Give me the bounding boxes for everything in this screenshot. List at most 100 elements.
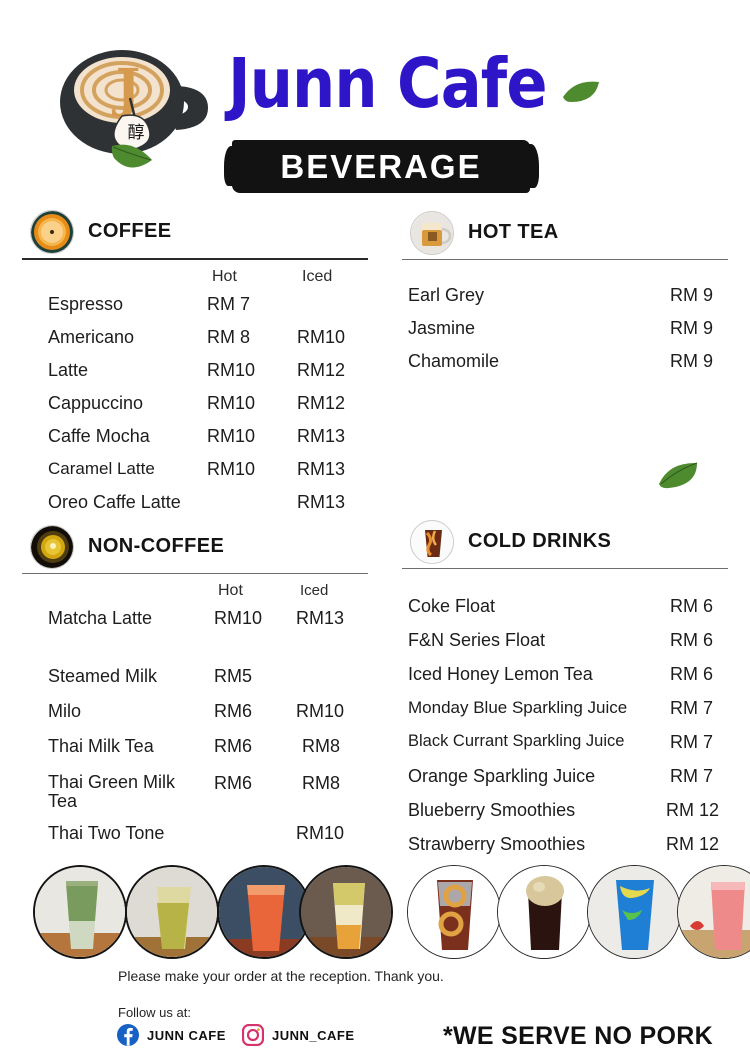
section-title: COFFEE — [88, 220, 172, 242]
strawberry-smoothie-photo — [677, 865, 750, 959]
monday-blue-soda-photo — [587, 865, 681, 959]
order-note: Please make your order at the reception.… — [118, 968, 444, 984]
table-row: Orange Sparkling Juice RM 7 — [402, 766, 728, 800]
item-name: Thai Two Tone — [48, 823, 165, 843]
section-title: COLD DRINKS — [468, 530, 612, 552]
column-header-hot: Hot — [212, 268, 237, 285]
table-row: Thai Green Milk Tea RM6 RM8 — [22, 773, 368, 823]
table-row: Jasmine RM 9 — [402, 318, 728, 351]
thai-milk-tea-photo — [217, 865, 311, 959]
section-header-hot-tea: HOT TEA — [402, 211, 728, 259]
facebook-link[interactable]: JUNN CAFE — [117, 1024, 226, 1046]
table-row: Thai Two Tone RM10 — [22, 823, 368, 858]
section-header-coffee: COFFEE — [22, 210, 368, 258]
leaf-decoration-icon — [659, 462, 698, 489]
item-price-iced: RM12 — [297, 360, 346, 380]
section-hot-tea: HOT TEA Earl Grey RM 9 Jasmine RM 9 Cham… — [402, 211, 728, 384]
iced-honey-lemon-tea-photo — [407, 865, 501, 959]
item-name: Americano — [48, 327, 135, 347]
item-price-hot: RM10 — [207, 426, 256, 446]
item-name: Thai Green Milk Tea — [48, 772, 176, 811]
table-row: Espresso RM 7 — [22, 294, 368, 327]
coffee-cup-logo: J 醇 — [60, 50, 208, 154]
instagram-icon[interactable] — [242, 1024, 264, 1046]
item-price-iced: RM12 — [297, 393, 346, 413]
item-name: Matcha Latte — [48, 608, 153, 628]
item-name: Cappuccino — [48, 393, 144, 413]
table-row: Earl Grey RM 9 — [402, 285, 728, 318]
item-price-hot: RM6 — [214, 701, 253, 721]
table-row: Steamed Milk RM5 — [22, 666, 368, 701]
table-row: Coke Float RM 6 — [402, 596, 728, 630]
table-row: Blueberry Smoothies RM 12 — [402, 800, 728, 834]
item-price: RM 9 — [670, 285, 714, 305]
section-cold-drinks: COLD DRINKS Coke Float RM 6 F&N Series F… — [402, 520, 728, 868]
item-price-hot: RM6 — [214, 773, 253, 793]
item-price-iced: RM13 — [297, 459, 346, 479]
item-price-hot: RM 7 — [207, 294, 251, 314]
table-row: Matcha Latte RM10 RM13 — [22, 608, 368, 666]
table-row: Latte RM10 RM12 — [22, 360, 368, 393]
item-name: Orange Sparkling Juice — [408, 766, 596, 786]
table-row: Chamomile RM 9 — [402, 351, 728, 384]
item-name: Earl Grey — [408, 285, 485, 305]
instagram-handle[interactable]: JUNN_CAFE — [272, 1027, 355, 1043]
table-row: Caramel Latte RM10 RM13 — [22, 459, 368, 492]
item-price-hot: RM 8 — [207, 327, 251, 347]
item-name: Chamomile — [408, 351, 500, 371]
section-coffee: COFFEE Hot Iced Espresso RM 7 Americano … — [22, 210, 368, 525]
section-title: NON-COFFEE — [88, 535, 225, 557]
item-price-iced: RM8 — [302, 773, 341, 793]
svg-text:醇: 醇 — [128, 123, 145, 143]
item-price: RM 6 — [670, 596, 714, 616]
facebook-handle[interactable]: JUNN CAFE — [147, 1027, 226, 1043]
item-price: RM 7 — [670, 698, 714, 718]
item-name: Milo — [48, 701, 82, 721]
no-pork-note: *WE SERVE NO PORK — [443, 1022, 713, 1050]
column-header-hot: Hot — [218, 582, 243, 599]
item-name: Monday Blue Sparkling Juice — [408, 698, 628, 717]
column-header-iced: Iced — [300, 582, 329, 599]
instagram-link[interactable]: JUNN_CAFE — [242, 1024, 355, 1046]
item-price: RM 12 — [666, 800, 720, 820]
item-price-iced: RM10 — [297, 327, 346, 347]
section-divider — [402, 568, 728, 569]
matcha-latte-photo — [33, 865, 127, 959]
thai-green-tea-photo — [125, 865, 219, 959]
table-row: Milo RM6 RM10 — [22, 701, 368, 736]
item-name: Jasmine — [408, 318, 476, 338]
leaf-decoration-icon — [563, 81, 599, 102]
item-price-iced: RM10 — [296, 823, 345, 843]
table-row: Thai Milk Tea RM6 RM8 — [22, 736, 368, 773]
item-name: Thai Milk Tea — [48, 736, 154, 756]
section-non-coffee: NON-COFFEE Hot Iced Matcha Latte RM10 RM… — [22, 525, 368, 858]
item-price-hot: RM10 — [214, 608, 263, 628]
coke-float-photo — [497, 865, 591, 959]
item-price: RM 7 — [670, 766, 714, 786]
column-headers: Hot Iced — [22, 582, 368, 608]
tea-glass-icon — [410, 211, 454, 255]
item-name: Black Currant Sparkling Juice — [408, 732, 625, 750]
section-divider — [22, 573, 368, 574]
table-row: Black Currant Sparkling Juice RM 7 — [402, 732, 728, 766]
facebook-icon[interactable] — [117, 1024, 139, 1046]
matcha-cup-icon — [30, 525, 74, 569]
follow-label: Follow us at: — [118, 1005, 191, 1020]
table-row: Americano RM 8 RM10 — [22, 327, 368, 360]
item-name: F&N Series Float — [408, 630, 546, 650]
item-price: RM 9 — [670, 351, 714, 371]
table-row: Cappuccino RM10 RM12 — [22, 393, 368, 426]
beverage-label: BEVERAGE — [280, 147, 482, 185]
item-price: RM 9 — [670, 318, 714, 338]
item-price-hot: RM10 — [207, 459, 256, 479]
table-row: Monday Blue Sparkling Juice RM 7 — [402, 698, 728, 732]
table-row: F&N Series Float RM 6 — [402, 630, 728, 664]
item-price-hot: RM10 — [207, 360, 256, 380]
thai-two-tone-photo — [299, 865, 393, 959]
column-header-iced: Iced — [302, 268, 333, 285]
item-name: Espresso — [48, 294, 124, 314]
item-price: RM 7 — [670, 732, 714, 752]
item-price-hot: RM6 — [214, 736, 253, 756]
item-name: Caffe Mocha — [48, 426, 150, 446]
section-title: HOT TEA — [468, 221, 559, 243]
